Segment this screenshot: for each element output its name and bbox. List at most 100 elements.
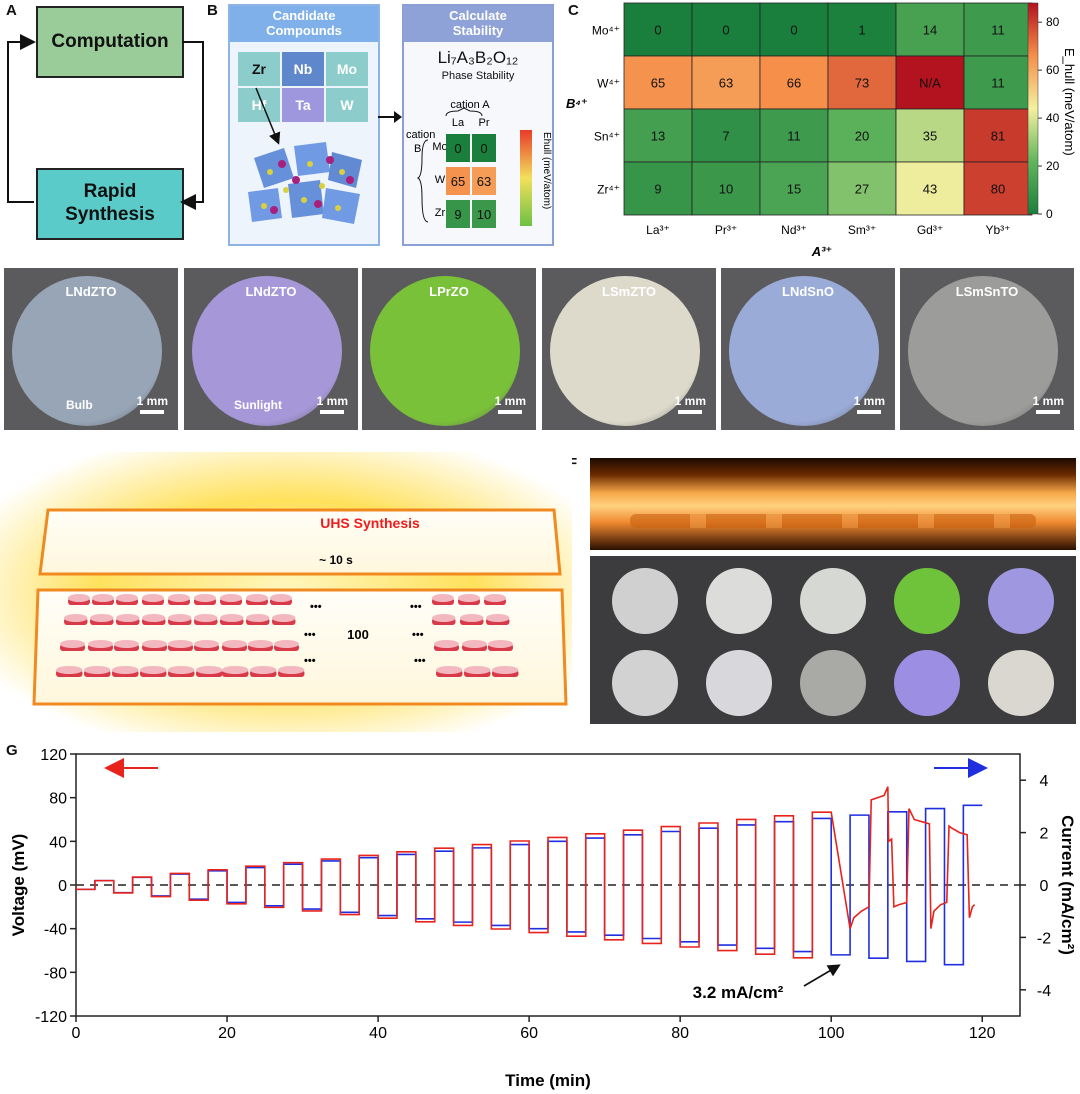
sample-photo-2: LNdZTO Sunlight 1 mm [184,268,358,430]
heatmap-cell-value: 35 [923,129,937,144]
scale-bar: 1 mm [675,394,706,414]
mini-cell-value: 10 [477,207,491,222]
element-tile-nb: Nb [282,52,324,86]
synthesized-pellet [612,650,678,716]
y-tick-label: -120 [35,1009,67,1026]
heatmap-cell-value: 13 [651,129,665,144]
illumination-label: Bulb [66,398,93,412]
panel-label-c: C [568,2,579,19]
heatmap-cell-value: 63 [719,76,733,91]
sample-photo-5: LNdSnO 1 mm [721,268,895,430]
pellet-icon [222,640,247,651]
scale-bar: 1 mm [137,394,168,414]
y-tick-label: -80 [44,965,67,982]
mini-colorbar [520,130,532,226]
heatmap-y-tick: Sn⁴⁺ [594,130,620,144]
voltage-series [76,786,976,959]
pellet-icon [432,614,456,625]
pellet-icon [88,640,113,651]
scale-bar-label: 1 mm [853,394,885,408]
uhs-time: ~ 10 s [319,553,353,567]
sample-photo-6: LSmSnTO 1 mm [900,268,1074,430]
scale-bar-label: 1 mm [1032,394,1064,408]
mini-heatmap: cation A La Pr cation B Mo W Zr 0 0 65 63 9 1… [406,99,552,228]
pellet-icon [168,666,195,677]
heatmap-x-tick: Yb³⁺ [985,223,1010,237]
arrow-to-stability [378,111,402,123]
sample-disk [370,276,520,426]
y-tick-label: 120 [40,747,67,764]
pellet-icon [84,666,111,677]
element-tile-mo: Mo [326,52,368,86]
pellet-icon [92,594,114,605]
synthesized-pellet [988,568,1054,634]
heatmap-cell-value: 0 [722,23,729,38]
x-axis-label: Time (min) [505,1071,591,1090]
sample-photo-4: LSmZTO 1 mm [542,268,716,430]
synthesis-label: Synthesis [65,204,155,225]
heatmap-cell [895,55,965,110]
heatmap-cell [691,108,761,163]
y-axis-label: Voltage (mV) [9,834,28,937]
mini-cell [446,134,470,162]
pellet-icon [278,666,305,677]
heatmap-cell [963,55,1033,110]
dots-6: ••• [414,655,426,667]
mini-col-la: La [452,117,465,129]
heatmap-cell [963,2,1033,57]
heatmap-cell-value: 10 [719,182,733,197]
sample-photo-1: LNdZTO Bulb 1 mm [4,268,178,430]
crystal-structure [248,87,362,224]
mini-cell [472,167,496,195]
voltage-current-chart: 0 20 40 60 80 100 120 -120 -80 -40 0 40 80 120 -4 -2 0 2 4… [9,747,1077,1090]
heatmap-cell-value: 11 [991,76,1005,91]
pellet-icon [116,614,140,625]
scale-bar: 1 mm [495,394,526,414]
dots-3: ••• [304,629,316,641]
heatmap-cell [623,55,693,110]
heatmap-cell [827,161,897,216]
mini-row-w: W [435,174,446,186]
dots-4: ••• [412,629,424,641]
cycle-arrows [7,34,204,210]
scale-bar-label: 1 mm [316,394,348,408]
rapid-synthesis-box: Rapid Synthesis [36,168,184,240]
mini-cell [446,167,470,195]
pellet-icon [434,640,459,651]
panel-label-a: A [6,2,17,19]
scale-bar-label: 1 mm [674,394,706,408]
heatmap-cell [895,2,965,57]
calculate-stability-box: Calculate Stability Li₇A₃B₂O₁₂ Phase Sta… [402,4,554,246]
ehull-heatmap: 0 0 0 1 14 11 65 63 66 73 N/A 11 13 7 11 20 35 81 9 10 15 27 4… [566,2,1077,259]
sample-disk [729,276,879,426]
synthesized-pellet [894,650,960,716]
mini-cell-value: 65 [451,174,465,189]
uhs-count: 100 [347,627,369,642]
y2-tick-label: -4 [1037,983,1051,1000]
scale-bar: 1 mm [854,394,885,414]
pellet-icon [220,594,242,605]
phase-stability-label: Phase Stability [441,69,515,82]
pellet-icon [460,614,484,625]
mini-cell [446,200,470,228]
pellet-icon [248,640,273,651]
cation-b-letter: B [414,143,421,155]
stability-header: Calculate Stability [404,6,552,42]
element-tile-ta: Ta [282,88,324,122]
sample-disk [908,276,1058,426]
colorbar-tick: 80 [1046,15,1060,29]
mini-cell [472,200,496,228]
sample-disk [550,276,700,426]
y2-tick-label: 0 [1040,878,1049,895]
stability-title-2: Stability [452,22,504,38]
heatmap-cell-value: 15 [787,182,801,197]
heatmap-y-tick: Mo⁴⁺ [592,24,620,38]
element-grid: Zr Nb Mo Hf Ta W [238,52,370,124]
synthesized-pellet [800,568,866,634]
panel-label-b: B [207,2,218,19]
pellet-icon [432,594,454,605]
pellet-icon [68,594,90,605]
x-tick-label: 120 [969,1025,996,1042]
y2-tick-label: -2 [1037,930,1051,947]
synthesized-pellet [706,568,772,634]
